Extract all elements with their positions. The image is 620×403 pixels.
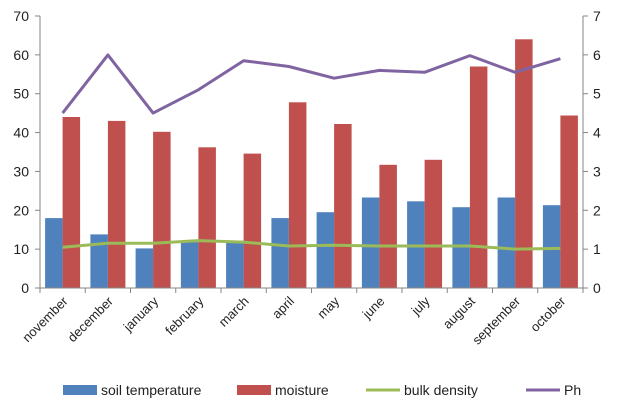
line-layer bbox=[61, 53, 561, 251]
legend-swatch-moisture bbox=[237, 385, 271, 395]
bar-soil-temperature-october bbox=[542, 205, 561, 288]
category-label: june bbox=[359, 294, 388, 323]
left-tick-label: 10 bbox=[13, 241, 29, 257]
right-tick-label: 7 bbox=[593, 8, 601, 24]
bar-soil-temperature-april bbox=[271, 218, 289, 288]
category-label: august bbox=[440, 293, 478, 331]
bar-soil-temperature-june bbox=[361, 197, 380, 288]
bar-moisture-april bbox=[288, 102, 307, 288]
bar-moisture-september bbox=[515, 39, 533, 288]
right-tick-label: 3 bbox=[593, 163, 601, 179]
bar-moisture-may bbox=[334, 124, 352, 288]
line-ph bbox=[61, 53, 561, 115]
bar-soil-temperature-january bbox=[135, 248, 154, 288]
bar-moisture-february bbox=[198, 147, 216, 288]
category-label: january bbox=[120, 293, 162, 335]
bar-soil-temperature-february bbox=[180, 242, 199, 288]
right-tick-label: 1 bbox=[593, 241, 601, 257]
legend-label: soil temperature bbox=[101, 382, 202, 398]
category-label: may bbox=[314, 293, 342, 321]
category-label: december bbox=[65, 293, 117, 345]
bar-moisture-october bbox=[560, 115, 578, 288]
legend-label: Ph bbox=[564, 382, 581, 398]
legend: soil temperature moisture bulk density Ph bbox=[63, 382, 581, 398]
left-tick-label: 40 bbox=[13, 125, 29, 141]
right-tick-label: 4 bbox=[593, 125, 601, 141]
right-tick-label: 5 bbox=[593, 86, 601, 102]
right-tick-label: 6 bbox=[593, 47, 601, 63]
right-tick-label: 0 bbox=[593, 280, 601, 296]
legend-swatch-soil-temperature bbox=[63, 385, 97, 395]
bar-soil-temperature-august bbox=[452, 207, 470, 288]
category-label: november bbox=[19, 293, 71, 345]
left-tick-label: 70 bbox=[13, 8, 29, 24]
legend-label: moisture bbox=[275, 382, 329, 398]
bar-soil-temperature-december bbox=[90, 234, 108, 288]
bar-moisture-june bbox=[379, 164, 397, 288]
right-tick-label: 2 bbox=[593, 202, 601, 218]
bar-soil-temperature-march bbox=[226, 240, 244, 288]
bar-layer bbox=[45, 39, 578, 289]
bar-soil-temperature-november bbox=[45, 218, 63, 288]
left-tick-label: 50 bbox=[13, 86, 29, 102]
bar-moisture-july bbox=[424, 159, 443, 288]
bar-moisture-november bbox=[62, 117, 81, 288]
category-label: october bbox=[527, 293, 569, 335]
category-label: february bbox=[162, 293, 207, 338]
bar-soil-temperature-may bbox=[316, 212, 335, 288]
category-label: september bbox=[469, 293, 524, 348]
category-label: march bbox=[216, 294, 252, 330]
category-label: july bbox=[408, 293, 433, 318]
bar-soil-temperature-september bbox=[497, 197, 516, 288]
line-bulk-density bbox=[62, 239, 561, 251]
left-tick-label: 20 bbox=[13, 202, 29, 218]
category-label: april bbox=[269, 293, 297, 321]
bar-moisture-december bbox=[107, 120, 126, 289]
bar-moisture-august bbox=[469, 66, 488, 288]
left-tick-label: 60 bbox=[13, 47, 29, 63]
bar-moisture-january bbox=[153, 131, 171, 288]
left-tick-label: 0 bbox=[21, 280, 29, 296]
left-tick-label: 30 bbox=[13, 163, 29, 179]
bar-moisture-march bbox=[243, 153, 262, 288]
legend-label: bulk density bbox=[404, 382, 478, 398]
